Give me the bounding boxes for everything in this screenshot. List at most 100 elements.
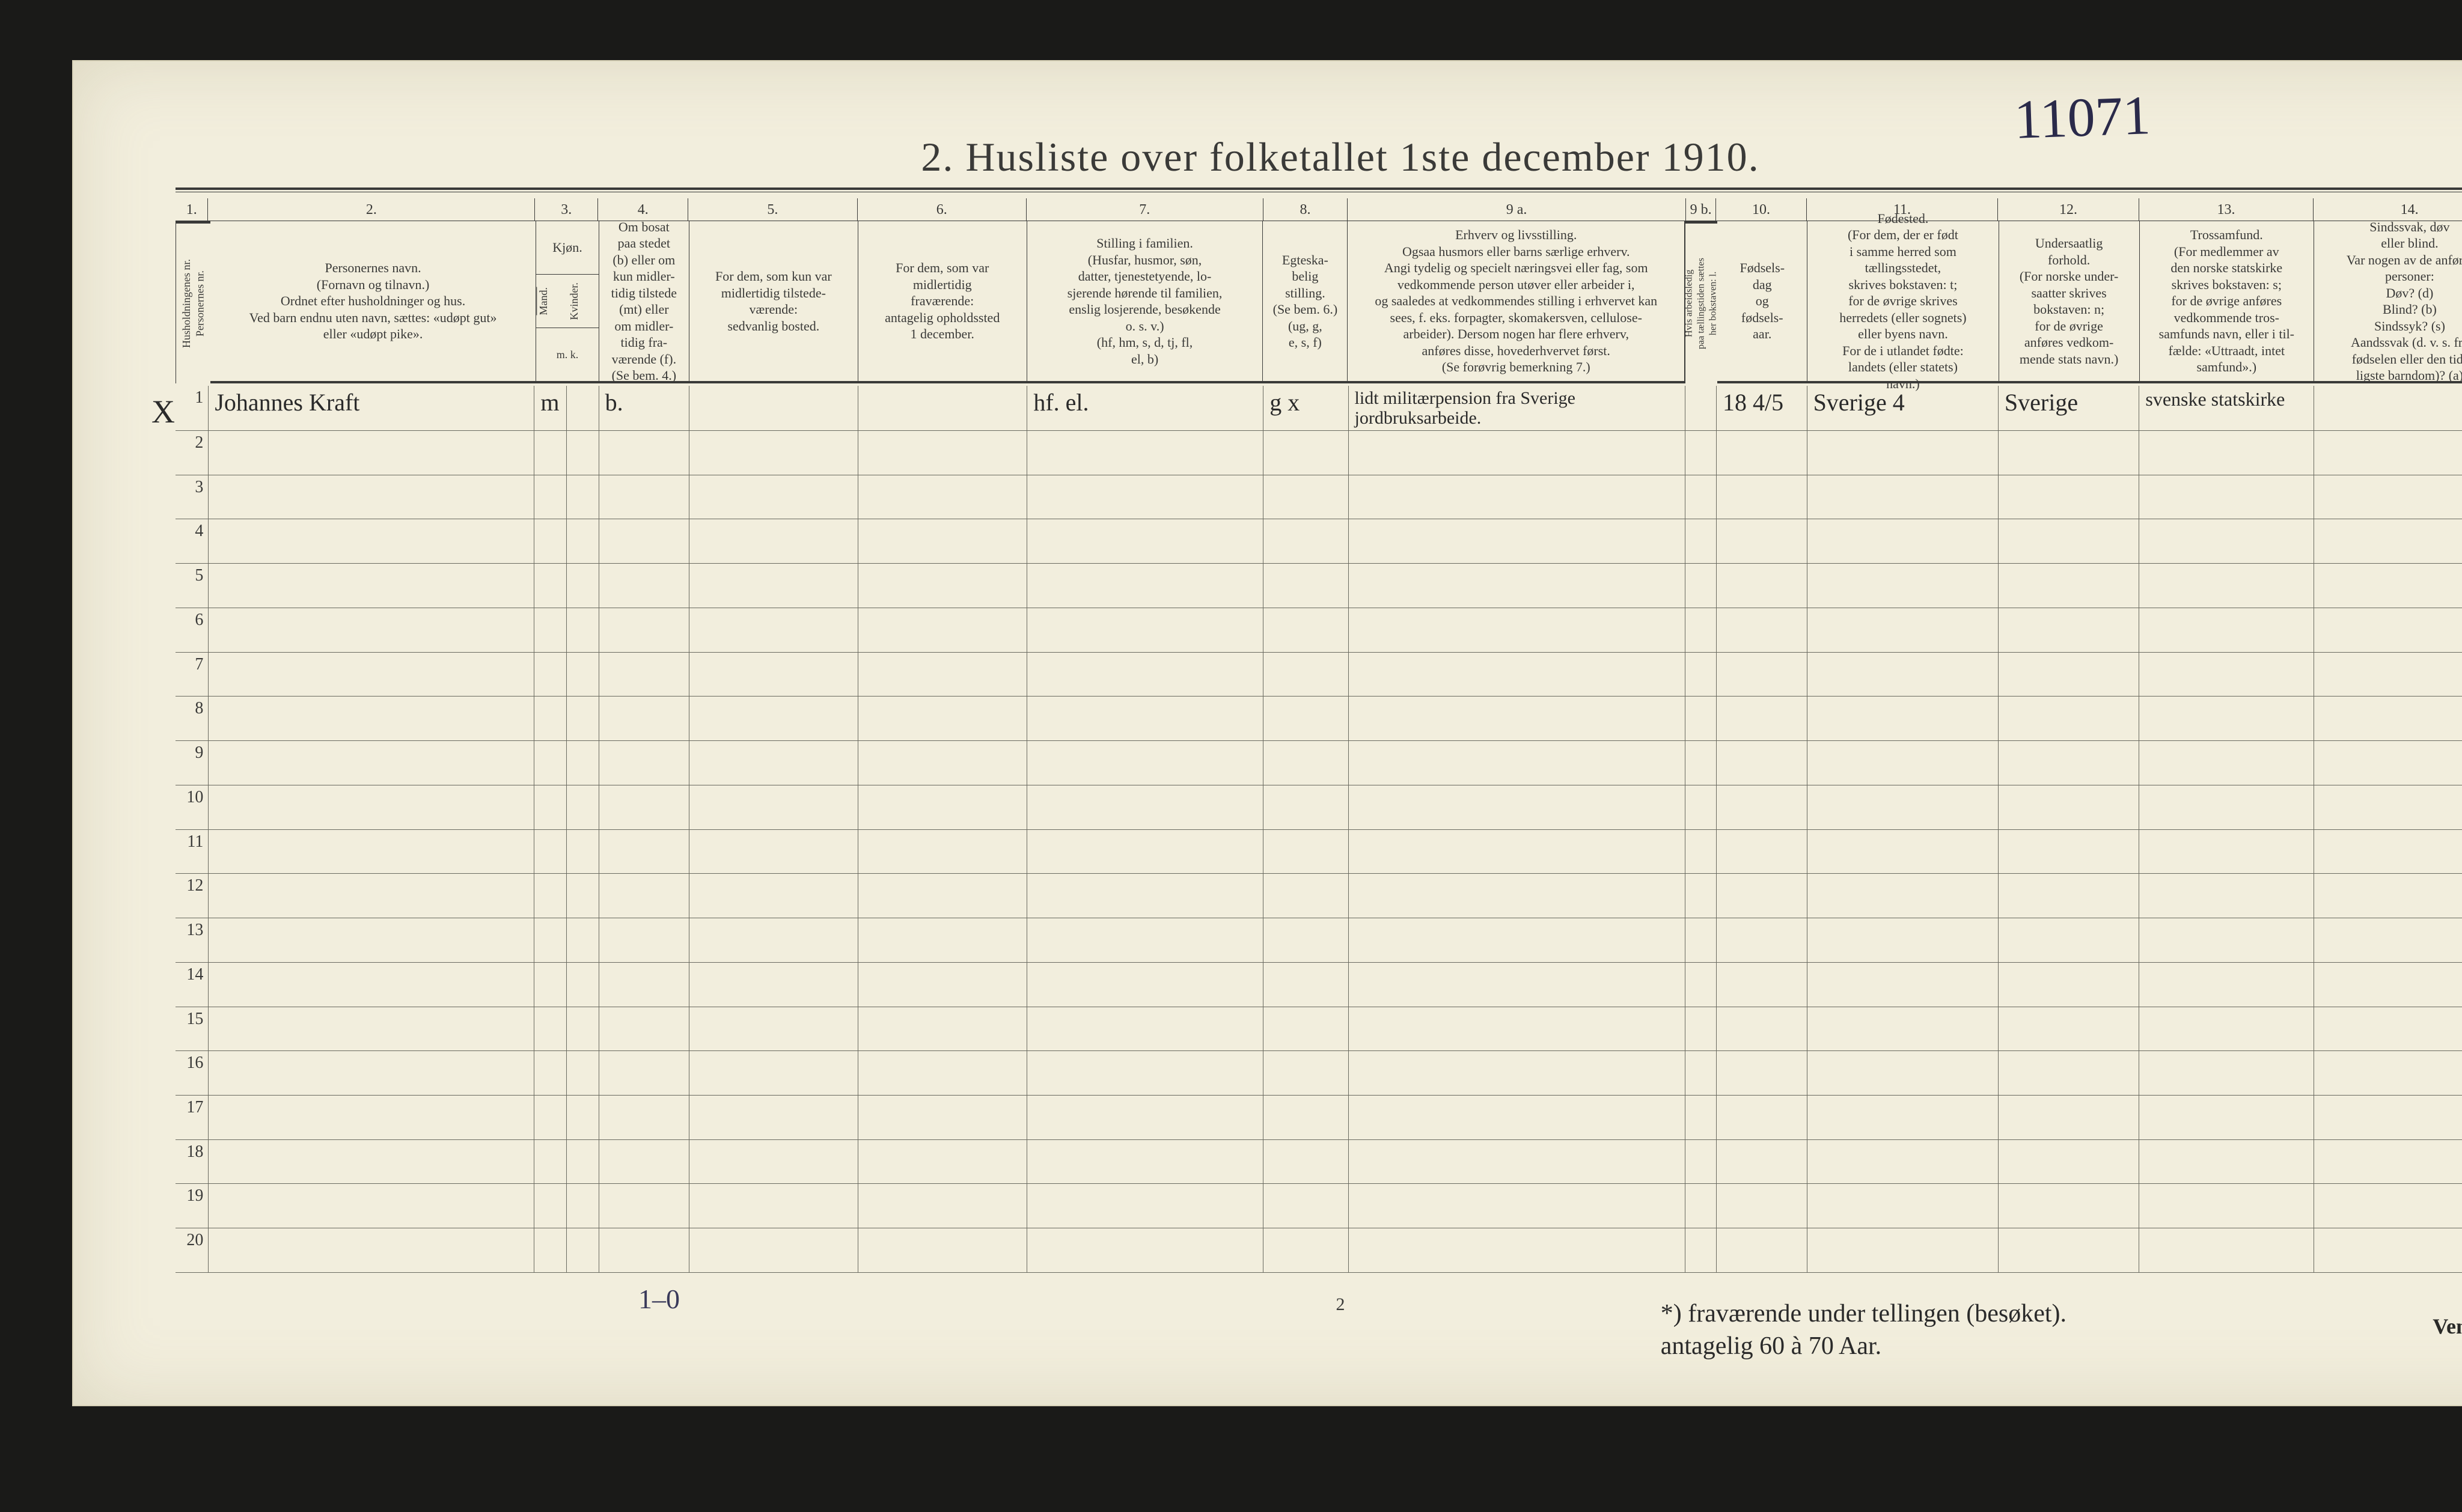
cell-c2 [209, 653, 534, 697]
cell-c9a [1349, 697, 1686, 740]
cell-c14 [2314, 608, 2462, 652]
cell-c11 [1807, 431, 1999, 475]
cell-c10 [1717, 785, 1807, 829]
cell-c1: 10 [176, 785, 209, 829]
cell-c8 [1263, 1051, 1348, 1095]
cell-c10 [1717, 874, 1807, 918]
cell-c3a [534, 830, 567, 874]
cell-c9b [1685, 1140, 1717, 1184]
cell-c9b [1685, 918, 1717, 962]
cell-c12 [1999, 564, 2139, 608]
cell-c9b [1685, 653, 1717, 697]
cell-c12 [1999, 608, 2139, 652]
cell-c11 [1807, 785, 1999, 829]
cell-c13 [2139, 874, 2314, 918]
cell-c7 [1027, 519, 1263, 563]
cell-c13: svenske statskirke [2139, 386, 2314, 430]
cell-c8 [1263, 741, 1348, 785]
table-row: 1Johannes Kraftmb.hf. el.g xlidt militær… [176, 386, 2462, 431]
cell-c9b [1685, 1184, 1717, 1228]
cell-c3b [567, 963, 599, 1007]
cell-c7 [1027, 963, 1263, 1007]
cell-c3a [534, 475, 567, 519]
header-14: Sindssvak, døv eller blind. Var nogen av… [2314, 221, 2462, 383]
cell-c13 [2139, 653, 2314, 697]
cell-c14 [2314, 741, 2462, 785]
cell-c9a [1349, 564, 1686, 608]
cell-c4: b. [599, 386, 690, 430]
cell-c5 [689, 1007, 858, 1051]
cell-c5 [689, 1051, 858, 1095]
cell-c7 [1027, 697, 1263, 740]
header-3: Kjøn. Mand. Kvinder. m. k. [536, 221, 599, 383]
cell-c11 [1807, 1140, 1999, 1184]
cell-c9b [1685, 963, 1717, 1007]
cell-c11 [1807, 653, 1999, 697]
cell-c1: 7 [176, 653, 209, 697]
footnote-line-2: antagelig 60 à 70 Aar. [1661, 1330, 2066, 1363]
cell-c6 [858, 1007, 1027, 1051]
colnum-6: 6. [858, 198, 1027, 221]
cell-c5 [689, 519, 858, 563]
cell-c11 [1807, 874, 1999, 918]
header-7: Stilling i familien. (Husfar, husmor, sø… [1027, 221, 1263, 383]
cell-c1: 4 [176, 519, 209, 563]
cell-c14 [2314, 830, 2462, 874]
cell-c12 [1999, 1096, 2139, 1139]
cell-c4 [599, 475, 690, 519]
cell-c11 [1807, 918, 1999, 962]
cell-c14 [2314, 963, 2462, 1007]
cell-c9b [1685, 564, 1717, 608]
cell-c12 [1999, 874, 2139, 918]
cell-c1: 17 [176, 1096, 209, 1139]
table-row: 12 [176, 874, 2462, 918]
cell-c9b [1685, 519, 1717, 563]
cell-c3b [567, 697, 599, 740]
cell-c6 [858, 963, 1027, 1007]
cell-c2: Johannes Kraft [209, 386, 534, 430]
cell-c7 [1027, 608, 1263, 652]
table-row: 18 [176, 1140, 2462, 1184]
table-row: 8 [176, 697, 2462, 741]
cell-c14 [2314, 785, 2462, 829]
table-row: 9 [176, 741, 2462, 785]
cell-c3b [567, 608, 599, 652]
cell-c3a [534, 918, 567, 962]
cell-c5 [689, 874, 858, 918]
cell-c13 [2139, 830, 2314, 874]
cell-c1: 15 [176, 1007, 209, 1051]
cell-c1: 6 [176, 608, 209, 652]
cell-c10 [1717, 830, 1807, 874]
cell-c3b [567, 386, 599, 430]
cell-c3a [534, 785, 567, 829]
cell-c3a [534, 431, 567, 475]
cell-c8 [1263, 918, 1348, 962]
colnum-2: 2. [208, 198, 535, 221]
footer-left-note: 1–0 [638, 1283, 680, 1315]
cell-c3b [567, 1096, 599, 1139]
cell-c13 [2139, 564, 2314, 608]
cell-c2 [209, 1051, 534, 1095]
page-title: 2. Husliste over folketallet 1ste decemb… [73, 133, 2462, 181]
cell-c6 [858, 697, 1027, 740]
table-body: 1Johannes Kraftmb.hf. el.g xlidt militær… [176, 386, 2462, 1273]
cell-c2 [209, 431, 534, 475]
cell-c9a [1349, 874, 1686, 918]
cell-c13 [2139, 697, 2314, 740]
cell-c3b [567, 653, 599, 697]
cell-c3b [567, 1007, 599, 1051]
cell-c14 [2314, 1096, 2462, 1139]
cell-c9b [1685, 785, 1717, 829]
cell-c2 [209, 785, 534, 829]
cell-c5 [689, 1140, 858, 1184]
cell-c5 [689, 386, 858, 430]
cell-c3b [567, 431, 599, 475]
cell-c12 [1999, 918, 2139, 962]
cell-c14 [2314, 519, 2462, 563]
colnum-9a: 9 a. [1348, 198, 1685, 221]
table-row: 13 [176, 918, 2462, 963]
footnote: *) fraværende under tellingen (besøket).… [1661, 1297, 2066, 1363]
cell-c11 [1807, 1096, 1999, 1139]
cell-c9a [1349, 1096, 1686, 1139]
cell-c2 [209, 519, 534, 563]
